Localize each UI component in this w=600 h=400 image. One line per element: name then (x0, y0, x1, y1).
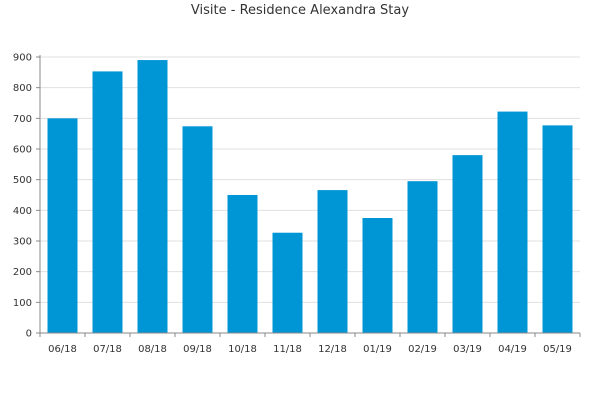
x-tick-label: 12/18 (318, 344, 347, 355)
bar-08-18 (137, 60, 168, 334)
y-tick-label: 700 (13, 114, 32, 125)
bar-04-19 (497, 111, 528, 333)
x-tick-label: 08/18 (138, 344, 167, 355)
y-tick-label: 800 (13, 83, 32, 94)
x-tick-label: 01/19 (363, 344, 392, 355)
x-tick-label: 10/18 (228, 344, 257, 355)
y-tick-label: 900 (13, 53, 32, 64)
x-tick-label: 05/19 (543, 344, 572, 355)
bar-12-18 (317, 190, 348, 333)
bar-06-18 (47, 118, 78, 333)
y-tick-label: 600 (13, 145, 32, 156)
x-tick-label: 11/18 (273, 344, 302, 355)
y-tick-label: 100 (13, 298, 32, 309)
bar-07-18 (92, 71, 123, 333)
x-tick-label: 09/18 (183, 344, 212, 355)
y-tick-label: 200 (13, 267, 32, 278)
bar-01-19 (362, 218, 393, 333)
y-tick-label: 0 (26, 329, 32, 340)
x-tick-label: 06/18 (48, 344, 77, 355)
x-tick-label: 03/19 (453, 344, 482, 355)
bar-09-18 (182, 126, 213, 333)
bar-11-18 (272, 232, 303, 333)
bar-03-19 (452, 155, 483, 333)
y-tick-label: 300 (13, 237, 32, 248)
x-tick-label: 02/19 (408, 344, 437, 355)
y-tick-label: 500 (13, 175, 32, 186)
bar-05-19 (542, 125, 573, 334)
chart-title: Visite - Residence Alexandra Stay (190, 3, 410, 18)
bar-02-19 (407, 181, 438, 333)
x-tick-label: 04/19 (498, 344, 527, 355)
y-tick-label: 400 (13, 206, 32, 217)
bar-10-18 (227, 195, 258, 333)
x-tick-label: 07/18 (93, 344, 122, 355)
